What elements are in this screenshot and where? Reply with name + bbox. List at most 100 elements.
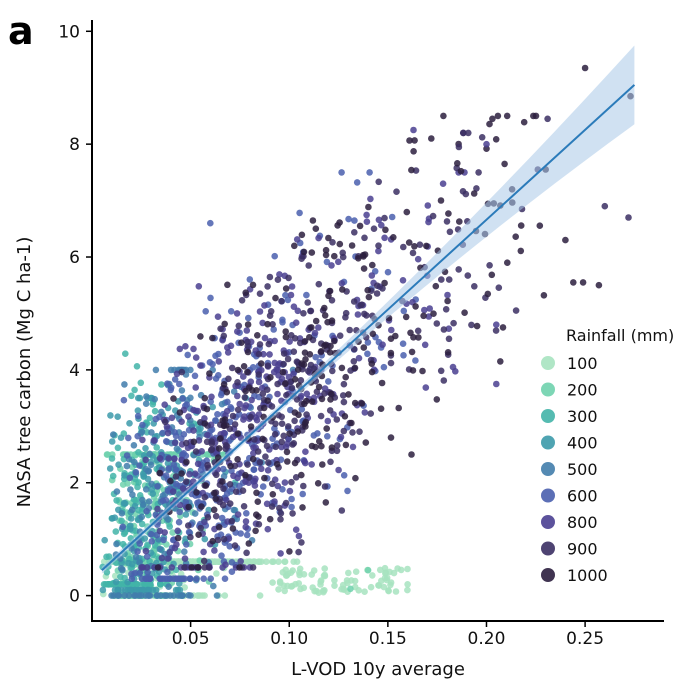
data-point xyxy=(394,565,401,572)
data-point xyxy=(202,308,209,315)
data-point xyxy=(174,527,181,535)
data-point xyxy=(411,243,418,250)
data-point xyxy=(493,321,500,329)
data-point xyxy=(143,507,150,515)
data-point xyxy=(142,575,149,582)
data-point xyxy=(128,392,135,400)
data-point xyxy=(200,575,207,582)
data-point xyxy=(174,534,182,542)
data-point xyxy=(220,381,228,388)
data-point xyxy=(292,319,300,327)
data-point xyxy=(440,377,448,384)
data-point xyxy=(540,292,548,299)
data-point xyxy=(106,465,114,472)
data-point xyxy=(172,432,180,440)
data-point xyxy=(301,400,308,408)
data-point xyxy=(258,558,265,565)
data-point xyxy=(581,64,589,72)
data-point xyxy=(211,489,218,497)
data-point xyxy=(225,375,232,383)
data-point xyxy=(178,435,185,442)
data-point xyxy=(378,221,385,229)
data-point xyxy=(193,575,200,582)
data-point xyxy=(158,554,166,562)
data-point xyxy=(129,491,136,499)
data-point xyxy=(403,208,411,216)
data-point xyxy=(284,355,292,363)
data-point xyxy=(268,403,276,410)
data-point xyxy=(250,444,257,451)
data-point xyxy=(308,324,315,331)
data-point xyxy=(340,380,348,388)
data-point xyxy=(271,498,278,505)
data-point xyxy=(412,303,419,310)
data-point xyxy=(243,558,251,565)
data-point xyxy=(475,169,482,176)
data-point xyxy=(250,466,258,473)
data-point xyxy=(156,469,163,477)
data-point xyxy=(243,327,251,334)
data-point xyxy=(247,413,254,421)
data-point xyxy=(229,525,237,532)
data-point xyxy=(146,414,154,422)
data-point xyxy=(210,582,217,590)
data-point xyxy=(176,380,183,388)
data-point xyxy=(160,536,167,544)
data-point xyxy=(164,568,171,576)
y-tick-label: 2 xyxy=(69,474,80,494)
data-point xyxy=(263,442,271,450)
data-point xyxy=(426,305,434,312)
data-point xyxy=(293,236,301,243)
data-point xyxy=(227,462,234,470)
data-point xyxy=(326,349,334,356)
data-point xyxy=(288,384,296,392)
data-point xyxy=(338,280,346,287)
data-point xyxy=(247,423,255,430)
data-point xyxy=(601,202,609,210)
data-point xyxy=(252,527,259,535)
data-point xyxy=(544,115,551,123)
data-point xyxy=(309,217,317,224)
data-point xyxy=(316,438,323,445)
data-point xyxy=(103,569,111,576)
data-point xyxy=(171,376,179,383)
data-point xyxy=(264,320,271,328)
data-point xyxy=(201,535,209,543)
data-point xyxy=(248,396,255,404)
data-point xyxy=(215,523,223,531)
data-point xyxy=(292,474,300,481)
data-point xyxy=(135,394,142,402)
data-point xyxy=(494,112,502,120)
data-point xyxy=(368,360,376,368)
data-point xyxy=(259,483,267,490)
data-point xyxy=(148,531,155,538)
data-point xyxy=(270,558,277,565)
data-point xyxy=(118,517,125,525)
data-point xyxy=(411,137,418,144)
data-point xyxy=(216,435,224,443)
data-point xyxy=(178,470,185,477)
data-point xyxy=(300,310,307,317)
data-point xyxy=(315,383,323,391)
data-point xyxy=(274,380,281,388)
data-point xyxy=(226,543,233,550)
data-point xyxy=(369,261,376,269)
data-point xyxy=(172,473,180,480)
data-point xyxy=(274,390,281,398)
data-point xyxy=(263,558,270,565)
data-point xyxy=(122,586,129,594)
legend-label: 100 xyxy=(567,354,598,373)
data-point xyxy=(361,234,368,242)
data-point xyxy=(99,586,107,594)
data-point xyxy=(301,338,309,345)
data-point xyxy=(375,178,383,186)
data-point xyxy=(437,197,445,204)
data-point xyxy=(204,431,211,439)
data-point xyxy=(220,485,227,493)
data-point xyxy=(375,242,382,249)
data-point xyxy=(151,395,158,403)
data-point xyxy=(358,301,366,309)
data-point xyxy=(145,467,153,475)
data-point xyxy=(419,367,426,375)
data-point xyxy=(253,489,260,497)
